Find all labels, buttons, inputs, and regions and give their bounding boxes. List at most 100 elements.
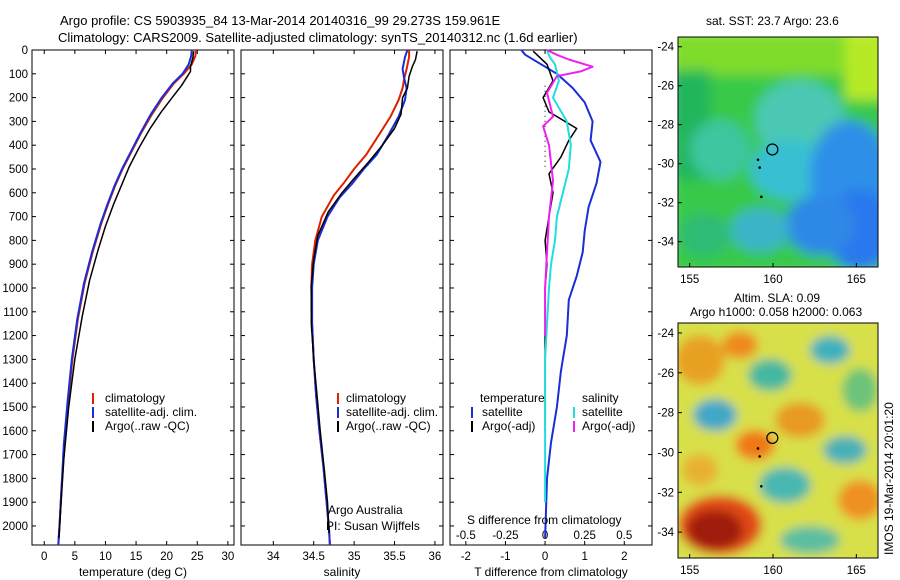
- x-tick-label: 36: [429, 551, 442, 563]
- map-y-tick-label: -32: [657, 198, 674, 210]
- map-y-tick-label: -26: [657, 81, 674, 93]
- x-tick-label: 0: [542, 551, 548, 563]
- x-tick-label: 35: [348, 551, 361, 563]
- argo-track-point: [760, 195, 763, 199]
- sla-map-axes: 155 160 165 -24 -26 -28 -30 -32 -34: [657, 328, 866, 577]
- figure-title-line2: Climatology: CARS2009. Satellite-adjuste…: [58, 30, 578, 45]
- temperature-plot: 0 5 10 15 20 25 300100200300400500600700800900…: [2, 45, 234, 579]
- series-line-argo-raw-qc-: [310, 51, 418, 534]
- legend-label-climatology: climatology: [346, 391, 406, 405]
- map-y-tick-label: -26: [657, 368, 674, 380]
- x-tick-label: 34.5: [303, 551, 325, 563]
- map-y-tick-label: -34: [657, 527, 674, 539]
- argo-profile-location-marker: [766, 143, 779, 156]
- argo-track-point: [756, 447, 760, 450]
- map-x-tick-label: 165: [847, 565, 866, 577]
- difference-plot: -2 -1 0 1 2 T difference from climatology -0.5…: [450, 49, 652, 579]
- y-tick-label: 1000: [2, 283, 28, 295]
- x-axis-label: temperature (deg C): [79, 565, 187, 579]
- x-tick-label: 15: [130, 551, 143, 563]
- legend-header-salinity: salinity: [582, 391, 619, 405]
- series-line-argo-raw-qc-: [58, 51, 195, 538]
- s-tick-label: 0.5: [616, 530, 632, 542]
- y-tick-label: 1800: [2, 473, 28, 485]
- sst-map: 155 160 165 -24 -26 -28 -30 -32 -34 sat. SST: 23…: [657, 14, 879, 286]
- argo-track-point: [760, 485, 763, 488]
- x-tick-label: 0: [41, 551, 47, 563]
- difference-legend: temperature satellite Argo(-adj) salinit…: [467, 391, 635, 527]
- series-line-s-argo-adj-: [542, 49, 594, 336]
- x-tick-label: -2: [461, 551, 471, 563]
- figure-title-line1: Argo profile: CS 5903935_84 13-Mar-2014 …: [60, 13, 501, 28]
- legend-label-t-argo: Argo(-adj): [482, 419, 535, 433]
- salinity-legend: climatology satellite-adj. clim. Argo(..…: [326, 391, 438, 533]
- salinity-plot: 34 34.5 35 35.5 36 salinity: [241, 49, 443, 579]
- annotation-pi: PI: Susan Wijffels: [326, 519, 420, 533]
- s-tick-label: -0.5: [456, 530, 476, 542]
- y-tick-label: 1100: [3, 307, 28, 319]
- x-tick-label: 25: [191, 551, 204, 563]
- y-tick-label: 1300: [2, 354, 28, 366]
- y-tick-label: 1200: [2, 331, 28, 343]
- map-y-tick-label: -28: [657, 408, 674, 420]
- x-axis-label: T difference from climatology: [474, 565, 628, 579]
- map-x-tick-label: 160: [763, 274, 782, 286]
- y-tick-label: 500: [9, 164, 28, 176]
- map-y-tick-label: -30: [657, 447, 674, 459]
- argo-track-point: [758, 455, 761, 458]
- map-y-tick-label: -24: [657, 42, 674, 54]
- x-tick-label: 2: [621, 551, 627, 563]
- map-x-tick-label: 160: [763, 565, 782, 577]
- map-x-tick-label: 155: [680, 274, 699, 286]
- y-tick-label: 900: [9, 259, 28, 271]
- x-tick-label: 10: [99, 551, 112, 563]
- sla-map-subtitle: Argo h1000: 0.058 h2000: 0.063: [690, 305, 862, 319]
- x-tick-label: 35.5: [383, 551, 405, 563]
- series-line-t-satellite: [520, 49, 602, 538]
- sla-map-frame: [677, 322, 879, 559]
- map-y-tick-label: -32: [657, 487, 674, 499]
- sst-map-axes: 155 160 165 -24 -26 -28 -30 -32 -34: [657, 42, 866, 286]
- y-tick-label: 1400: [2, 378, 28, 390]
- imos-timestamp-label: IMOS 19-Mar-2014 20:01:20: [882, 402, 896, 555]
- x-tick-label: 34: [267, 551, 280, 563]
- sst-map-frame: [677, 36, 879, 268]
- salinity-panel-frame: [240, 49, 444, 546]
- legend-label-climatology: climatology: [105, 391, 165, 405]
- legend-label-satellite: satellite-adj. clim.: [105, 405, 197, 419]
- map-y-tick-label: -34: [657, 237, 674, 249]
- x-tick-label: 30: [221, 551, 234, 563]
- y-tick-label: 300: [9, 116, 28, 128]
- x-tick-label: -1: [500, 551, 510, 563]
- legend-header-temperature: temperature: [480, 391, 545, 405]
- y-tick-label: 1700: [2, 450, 28, 462]
- legend-label-argo: Argo(..raw -QC): [105, 419, 190, 433]
- sla-map: 155 160 165 -24 -26 -28 -30 -32 -34 Altim. SLA: …: [657, 291, 879, 577]
- sla-map-title: Altim. SLA: 0.09: [734, 291, 820, 305]
- legend-label-s-satellite: satellite: [582, 405, 623, 419]
- map-y-tick-label: -28: [657, 120, 674, 132]
- y-tick-label: 600: [9, 188, 28, 200]
- sst-map-title: sat. SST: 23.7 Argo: 23.6: [706, 14, 839, 28]
- y-tick-label: 1500: [2, 402, 28, 414]
- y-tick-label: 700: [9, 212, 28, 224]
- x-tick-label: 20: [160, 551, 173, 563]
- map-y-tick-label: -24: [657, 328, 674, 340]
- argo-profile-location-marker: [766, 431, 779, 445]
- x-axis-label: salinity: [324, 565, 361, 579]
- y-tick-label: 800: [9, 235, 28, 247]
- legend-label-t-satellite: satellite: [482, 405, 523, 419]
- y-tick-label: 2000: [2, 521, 28, 533]
- legend-label-s-argo: Argo(-adj): [582, 419, 635, 433]
- y-tick-label: 400: [9, 140, 28, 152]
- s-tick-label: 0.25: [573, 530, 595, 542]
- x-tick-label: 5: [72, 551, 78, 563]
- y-tick-label: 0: [22, 45, 28, 57]
- y-tick-label: 200: [9, 93, 28, 105]
- argo-track-point: [756, 158, 760, 162]
- temperature-panel-frame: [31, 49, 235, 546]
- annotation-argo-australia: Argo Australia: [328, 503, 403, 517]
- map-x-tick-label: 165: [847, 274, 866, 286]
- difference-panel-frame: [449, 49, 653, 546]
